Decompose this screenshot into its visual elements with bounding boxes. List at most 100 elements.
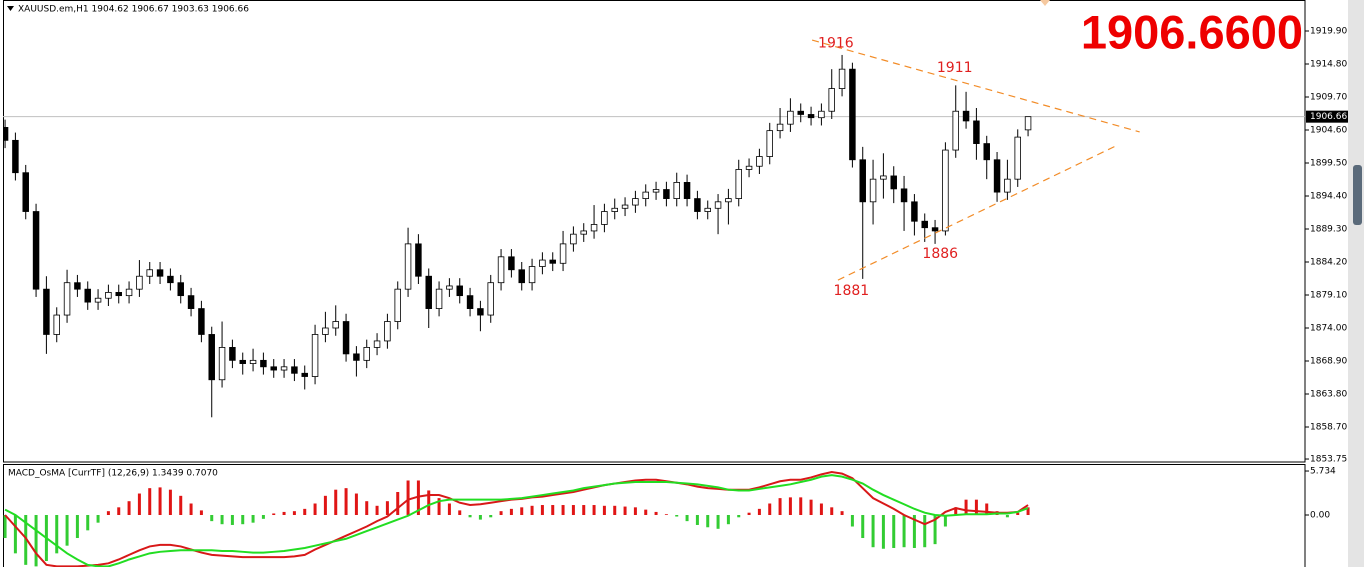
candle-body	[43, 288, 50, 335]
candle-body	[807, 114, 815, 119]
candle-body	[1024, 116, 1032, 131]
chart-header: XAUUSD.em,H1 1904.62 1906.67 1903.63 190…	[18, 5, 249, 15]
candle-body	[198, 308, 205, 335]
osma-bar	[819, 503, 823, 516]
candle-body	[694, 198, 701, 212]
candle-body	[301, 372, 308, 377]
osma-bar	[365, 501, 369, 516]
header-arrow[interactable]	[7, 6, 14, 11]
candle-body	[766, 130, 773, 157]
osma-bar	[881, 515, 885, 549]
osma-bar	[385, 501, 389, 516]
candle-body	[714, 201, 722, 209]
osma-bar	[902, 515, 906, 548]
candle-body	[890, 175, 897, 190]
price-plot: 1916 1911 1886 1881	[3, 35, 1305, 418]
candle-body	[859, 159, 866, 203]
candle-body	[549, 259, 556, 264]
candle-body	[425, 275, 432, 309]
y-tick-label: 0.00	[1310, 511, 1330, 521]
osma-bar	[65, 515, 69, 546]
trendline	[837, 144, 1119, 281]
osma-bar	[272, 513, 276, 516]
candle-body	[756, 156, 763, 167]
y-tick-label: 1919.90	[1310, 26, 1347, 36]
osma-bar	[75, 515, 79, 539]
osma-bar	[86, 515, 90, 531]
y-tick-label: 1889.30	[1310, 224, 1347, 234]
osma-bar	[396, 491, 400, 516]
candle-body	[249, 359, 257, 364]
candle-body	[869, 178, 877, 203]
candle-body	[311, 334, 319, 377]
osma-bar	[3, 515, 7, 539]
candle-body	[3, 127, 9, 141]
y-tick-label: 1894.40	[1310, 191, 1347, 201]
osma-bar	[654, 511, 658, 516]
osma-bar	[261, 515, 265, 519]
candle-body	[952, 110, 959, 151]
osma-bar	[778, 498, 782, 516]
osma-bar	[437, 498, 441, 516]
candle-body	[218, 347, 226, 381]
osma-bar	[633, 507, 637, 516]
y-tick-label: 1879.10	[1310, 290, 1347, 300]
osma-bar	[830, 507, 834, 516]
osma-bar	[34, 515, 38, 567]
candle-body	[508, 256, 515, 271]
candle-body	[446, 285, 453, 290]
y-tick-label: 1874.00	[1310, 323, 1347, 333]
last-price-label: 1906.66	[1310, 112, 1347, 122]
candle-body	[931, 227, 939, 232]
osma-bar	[148, 488, 152, 516]
candle-body	[818, 110, 825, 119]
candle-body	[652, 189, 660, 193]
osma-bar	[24, 515, 28, 565]
osma-bar	[1016, 512, 1020, 516]
osma-bar	[861, 515, 865, 539]
candle-body	[601, 211, 608, 225]
candle-body	[435, 288, 443, 309]
osma-bar	[499, 511, 503, 516]
candle-body	[208, 334, 215, 381]
osma-bar	[251, 515, 255, 523]
candle-body	[477, 308, 484, 316]
candle-body	[1004, 178, 1011, 193]
candle-body	[518, 269, 525, 284]
osma-bar	[892, 515, 896, 548]
candle-body	[156, 269, 164, 277]
osma-bar	[117, 507, 121, 516]
candle-body	[384, 321, 391, 342]
candle-body	[745, 165, 753, 170]
candle-body	[115, 292, 122, 297]
candle-body	[559, 243, 567, 264]
candle-body	[570, 233, 577, 245]
osma-bar	[354, 493, 358, 516]
osma-bar	[695, 515, 699, 525]
osma-bar	[1005, 515, 1009, 518]
y-tick-label: 1853.75	[1310, 455, 1347, 465]
candle-body	[900, 188, 908, 203]
osma-bar	[788, 497, 792, 516]
osma-bar	[571, 505, 575, 516]
candle-body	[32, 211, 40, 290]
osma-bar	[540, 505, 544, 516]
y-tick-label: 1909.70	[1310, 92, 1347, 102]
scrollbar[interactable]	[1348, 0, 1364, 567]
candle-body	[12, 139, 19, 174]
candle-body	[621, 204, 629, 209]
scrollbar-thumb[interactable]	[1353, 165, 1362, 225]
osma-bar	[726, 515, 730, 525]
candle-body	[921, 220, 928, 229]
osma-bar	[943, 515, 947, 527]
osma-bar	[1026, 507, 1030, 516]
candle-body	[353, 353, 360, 361]
candle-body	[187, 295, 195, 309]
candle-body	[673, 182, 680, 199]
osma-bar	[530, 505, 534, 516]
annotation: 1886	[922, 246, 958, 262]
osma-bar	[282, 511, 286, 516]
candle-body	[880, 175, 887, 180]
